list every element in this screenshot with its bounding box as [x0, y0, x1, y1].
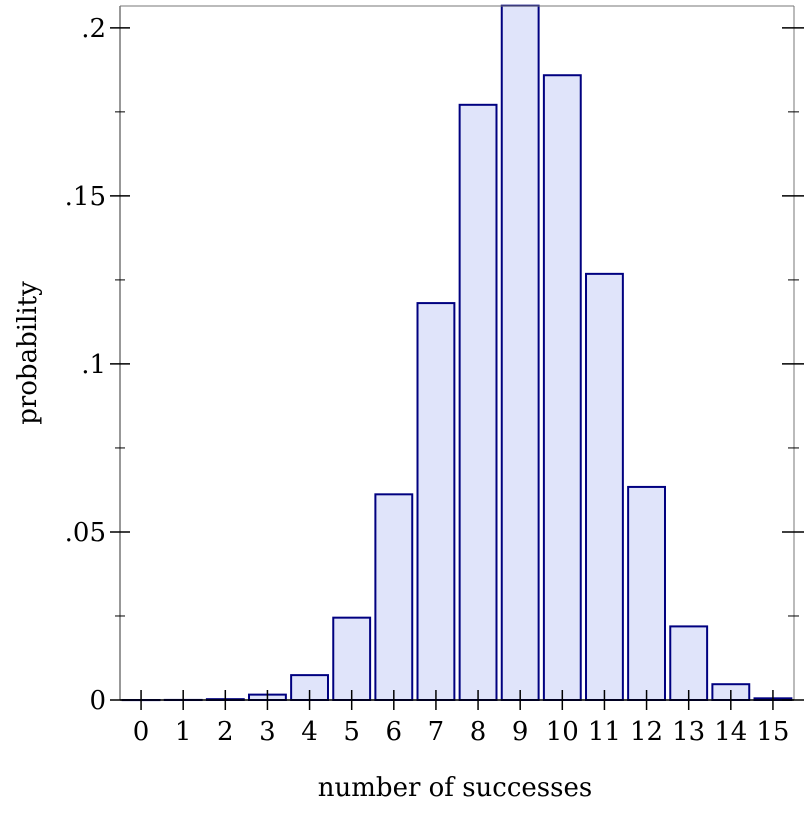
y-axis-label: probability — [13, 281, 43, 425]
x-tick-label: 5 — [343, 717, 360, 747]
x-tick-label: 6 — [386, 717, 403, 747]
bar-11 — [586, 274, 623, 700]
x-tick-label: 8 — [470, 717, 487, 747]
x-tick-label: 13 — [672, 717, 705, 747]
bar-8 — [460, 105, 497, 700]
x-tick-label: 15 — [756, 717, 789, 747]
y-tick-label: 0 — [89, 686, 106, 716]
x-tick-label: 10 — [546, 717, 579, 747]
x-tick-label: 11 — [588, 717, 621, 747]
x-tick-label: 3 — [259, 717, 276, 747]
y-tick-label: .15 — [65, 182, 106, 212]
plot-frame — [120, 6, 794, 700]
bar-13 — [670, 626, 707, 700]
y-tick-label: .2 — [81, 14, 106, 44]
x-tick-label: 14 — [714, 717, 747, 747]
x-tick-label: 0 — [133, 717, 150, 747]
x-axis-label: number of successes — [318, 773, 592, 803]
y-tick-label: .05 — [65, 518, 106, 548]
bar-12 — [628, 487, 665, 700]
bar-10 — [544, 75, 581, 700]
bar-7 — [418, 303, 455, 700]
y-tick-label: .1 — [81, 350, 106, 380]
bar-6 — [375, 494, 412, 700]
bar-5 — [333, 618, 370, 700]
x-tick-label: 1 — [175, 717, 192, 747]
x-tick-label: 2 — [217, 717, 234, 747]
bars-group — [123, 6, 792, 700]
bar-9 — [502, 6, 539, 700]
x-tick-label: 7 — [428, 717, 445, 747]
x-tick-label: 9 — [512, 717, 529, 747]
x-tick-label: 12 — [630, 717, 663, 747]
x-tick-label: 4 — [301, 717, 318, 747]
